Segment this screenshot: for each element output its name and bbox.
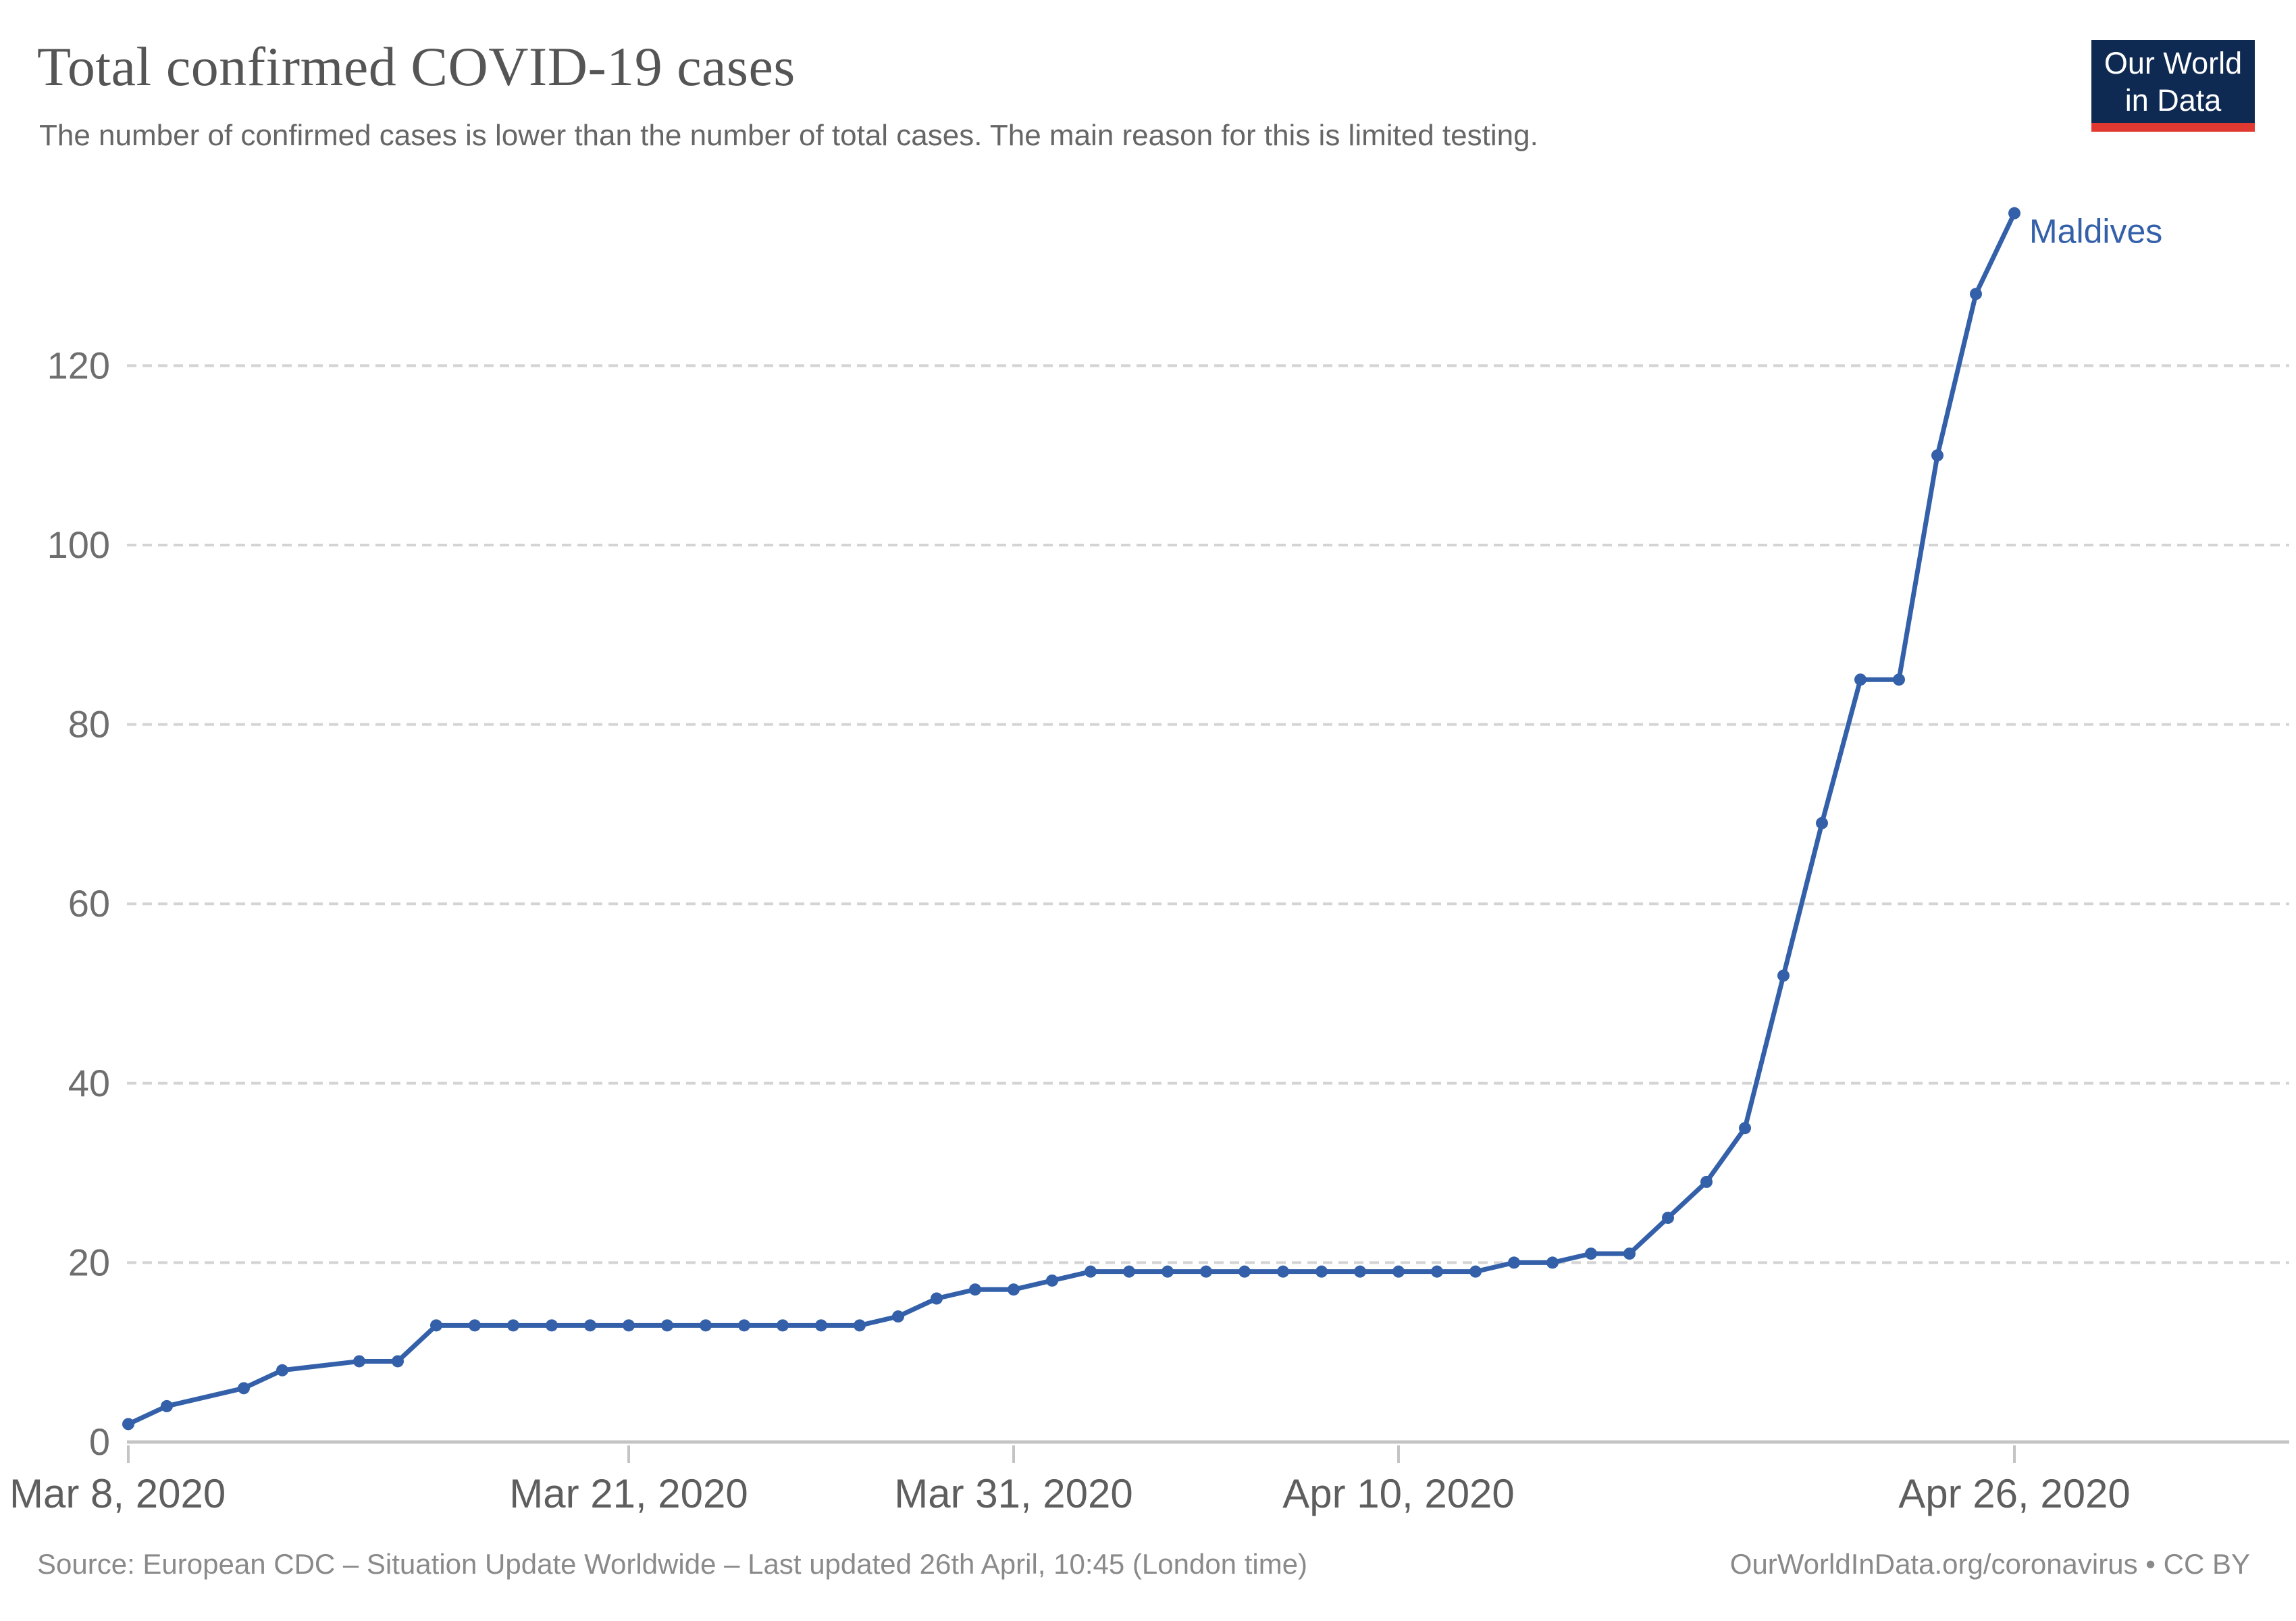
data-point[interactable] bbox=[1508, 1256, 1520, 1269]
data-point[interactable] bbox=[1854, 673, 1867, 686]
data-point[interactable] bbox=[931, 1292, 943, 1305]
data-point[interactable] bbox=[353, 1355, 365, 1368]
data-point[interactable] bbox=[1392, 1265, 1405, 1278]
data-point[interactable] bbox=[1546, 1256, 1559, 1269]
x-tick-label: Mar 31, 2020 bbox=[894, 1471, 1133, 1516]
data-point[interactable] bbox=[1085, 1265, 1097, 1278]
data-point[interactable] bbox=[1970, 288, 1982, 301]
owid-logo-line1: Our World bbox=[2104, 45, 2243, 80]
owid-logo[interactable]: Our World in Data bbox=[2091, 40, 2255, 132]
data-point[interactable] bbox=[238, 1382, 250, 1395]
series-line-maldives[interactable] bbox=[126, 211, 2017, 1426]
data-point[interactable] bbox=[1662, 1212, 1674, 1224]
data-point[interactable] bbox=[1585, 1247, 1597, 1260]
data-point[interactable] bbox=[546, 1319, 558, 1332]
page-title: Total confirmed COVID-19 cases bbox=[37, 36, 795, 97]
data-point[interactable] bbox=[1238, 1265, 1251, 1278]
page-subtitle: The number of confirmed cases is lower t… bbox=[39, 119, 1538, 152]
data-point[interactable] bbox=[1277, 1265, 1289, 1278]
y-tick-label: 0 bbox=[89, 1420, 110, 1463]
series-label-maldives[interactable]: Maldives bbox=[2029, 213, 2162, 251]
owid-logo-red-bar bbox=[2091, 123, 2255, 132]
x-tick-label: Apr 26, 2020 bbox=[1898, 1471, 2131, 1516]
x-tick-label: Mar 8, 2020 bbox=[9, 1471, 226, 1516]
data-point[interactable] bbox=[815, 1319, 827, 1332]
data-point[interactable] bbox=[584, 1319, 596, 1332]
data-point[interactable] bbox=[892, 1310, 904, 1323]
data-point[interactable] bbox=[1200, 1265, 1212, 1278]
data-point[interactable] bbox=[969, 1283, 981, 1296]
y-tick-label: 20 bbox=[68, 1241, 110, 1283]
data-point[interactable] bbox=[392, 1355, 404, 1368]
data-point[interactable] bbox=[2008, 207, 2020, 220]
data-point[interactable] bbox=[623, 1319, 635, 1332]
y-tick-label: 60 bbox=[68, 882, 110, 925]
data-point[interactable] bbox=[1469, 1265, 1482, 1278]
data-point[interactable] bbox=[1777, 969, 1790, 982]
data-point[interactable] bbox=[1008, 1283, 1020, 1296]
data-point[interactable] bbox=[1700, 1175, 1713, 1188]
data-point[interactable] bbox=[738, 1319, 750, 1332]
data-point[interactable] bbox=[1315, 1265, 1328, 1278]
y-tick-label: 40 bbox=[68, 1062, 110, 1104]
y-tick-label: 80 bbox=[68, 703, 110, 746]
data-point[interactable] bbox=[1623, 1247, 1636, 1260]
data-point[interactable] bbox=[430, 1319, 442, 1332]
owid-logo-line2: in Data bbox=[2124, 82, 2222, 118]
data-point[interactable] bbox=[469, 1319, 481, 1332]
data-point[interactable] bbox=[1893, 673, 1905, 686]
data-point[interactable] bbox=[1123, 1265, 1135, 1278]
data-point[interactable] bbox=[276, 1364, 288, 1376]
data-point[interactable] bbox=[122, 1418, 134, 1431]
data-point[interactable] bbox=[507, 1319, 519, 1332]
data-point[interactable] bbox=[1816, 817, 1828, 829]
data-point[interactable] bbox=[161, 1399, 173, 1412]
x-tick-label: Mar 21, 2020 bbox=[509, 1471, 748, 1516]
data-point[interactable] bbox=[1931, 449, 1943, 462]
data-point[interactable] bbox=[1046, 1274, 1058, 1287]
data-point[interactable] bbox=[700, 1319, 712, 1332]
x-tick-label: Apr 10, 2020 bbox=[1282, 1471, 1515, 1516]
data-point[interactable] bbox=[1162, 1265, 1174, 1278]
data-point[interactable] bbox=[777, 1319, 789, 1332]
y-tick-label: 100 bbox=[47, 523, 110, 566]
data-point[interactable] bbox=[1431, 1265, 1443, 1278]
y-tick-label: 120 bbox=[47, 344, 110, 386]
owid-url-license-link[interactable]: OurWorldInData.org/coronavirus • CC BY bbox=[1729, 1548, 2250, 1580]
source-note: Source: European CDC – Situation Update … bbox=[37, 1548, 1308, 1580]
data-point[interactable] bbox=[1739, 1122, 1751, 1135]
data-point[interactable] bbox=[854, 1319, 866, 1332]
data-point[interactable] bbox=[661, 1319, 673, 1332]
data-point[interactable] bbox=[1354, 1265, 1366, 1278]
